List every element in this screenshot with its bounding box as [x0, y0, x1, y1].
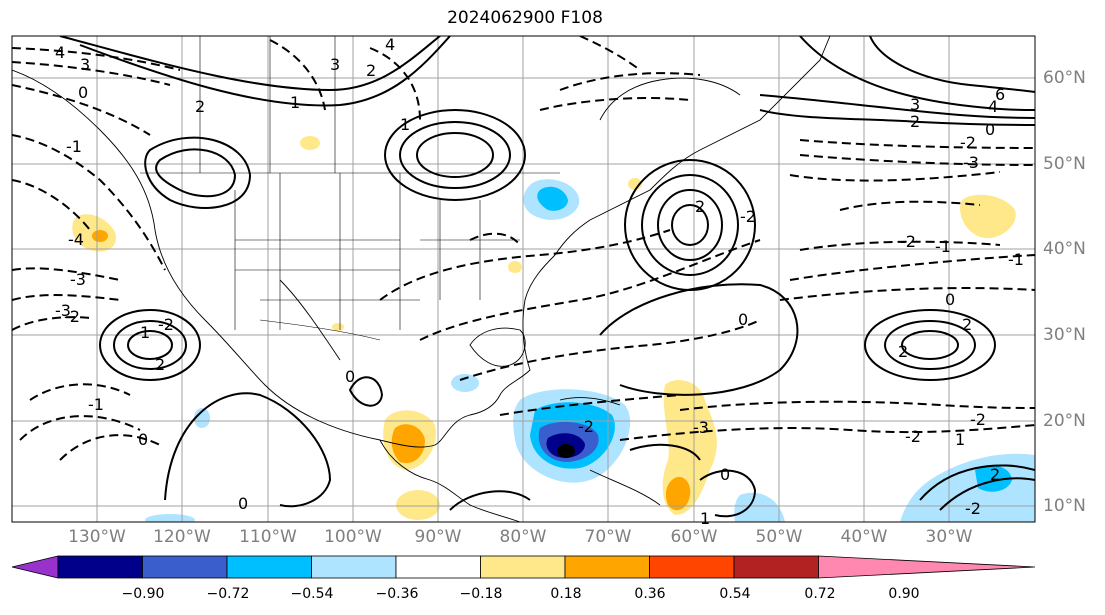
colorbar-tick-label: 0.36: [634, 586, 666, 602]
contour-label: 4: [988, 97, 998, 116]
contour-label: -2: [965, 499, 981, 518]
contour-label: 2: [910, 112, 920, 131]
contour-label: 0: [945, 290, 955, 309]
contour-label: -2: [960, 133, 976, 152]
contour-label: 3: [910, 95, 920, 114]
lon-label: 100°W: [324, 527, 382, 547]
contour-label: 2: [195, 97, 205, 116]
contour-label: 0: [720, 465, 730, 484]
lon-label: 120°W: [153, 527, 211, 547]
lon-label: 60°W: [670, 527, 718, 547]
contour-label: -2: [905, 427, 921, 446]
colorbar-tick-label: −0.36: [375, 586, 419, 602]
political-borders: [140, 36, 560, 341]
lon-label: 70°W: [584, 527, 632, 547]
contour-label: 6: [995, 85, 1005, 104]
contour-label: -3: [693, 418, 709, 437]
contour-label: -2: [158, 315, 174, 334]
colorbar-tick-label: −0.18: [459, 586, 503, 602]
coastlines: [12, 36, 831, 522]
contour-label: -2: [740, 207, 756, 226]
contour-label: 1: [700, 509, 710, 528]
contour-label: 0: [345, 367, 355, 386]
contour-label: 2: [962, 315, 972, 334]
contour-label: -2: [64, 307, 80, 326]
contour-label: -1: [935, 237, 951, 256]
contour-label: 4: [55, 43, 65, 62]
contour-label: 0: [78, 83, 88, 102]
lat-label: 50°N: [1043, 154, 1086, 174]
contour-label: -2: [578, 417, 594, 436]
lon-label: 80°W: [499, 527, 547, 547]
colorbar-tick-label: 0.54: [719, 586, 751, 602]
colorbar-tick-label: −0.54: [290, 586, 334, 602]
contour-label: 4: [385, 35, 395, 54]
contour-label: -4: [68, 230, 84, 249]
contour-label: -1: [66, 137, 82, 156]
contour-label: 1: [955, 430, 965, 449]
map-title: 2024062900 F108: [447, 8, 603, 28]
contour-label: 1: [290, 93, 300, 112]
contour-label: -1: [1008, 250, 1024, 269]
lon-label: 50°W: [755, 527, 803, 547]
contour-label: -3: [963, 153, 979, 172]
lat-label: 30°N: [1043, 325, 1086, 345]
contour-labels: 4 3 2 1 0 -1 -2 -3 4 3 2 1 6 4 3 2 0 -2 …: [55, 35, 1024, 528]
contour-label: 2: [898, 342, 908, 361]
contour-label: 0: [138, 430, 148, 449]
contour-label: 0: [985, 120, 995, 139]
lon-label: 110°W: [239, 527, 297, 547]
contour-label: 3: [80, 55, 90, 74]
anomaly-shading: [72, 136, 1035, 522]
contour-label: 0: [238, 494, 248, 513]
contours-positive: [59, 36, 1035, 518]
lon-label: 130°W: [68, 527, 126, 547]
colorbar-tick-label: 0.72: [804, 586, 836, 602]
lat-label: 20°N: [1043, 411, 1086, 431]
contours-negative: [12, 36, 1035, 461]
colorbar-tick-label: 0.18: [550, 586, 582, 602]
contour-label: -3: [55, 301, 71, 320]
contour-label: 2: [990, 465, 1000, 484]
colorbar-tick-label: −0.90: [121, 586, 165, 602]
lon-label: 90°W: [414, 527, 462, 547]
contour-label: -1: [88, 395, 104, 414]
contour-label: 1: [140, 323, 150, 342]
lon-label: 40°W: [840, 527, 888, 547]
lat-label: 10°N: [1043, 496, 1086, 516]
contour-label: 1: [400, 115, 410, 134]
contour-label: -2: [900, 232, 916, 251]
colorbar-tick-label: 0.90: [888, 586, 920, 602]
contour-label: 2: [155, 355, 165, 374]
contour-label: 3: [330, 55, 340, 74]
contour-label: -2: [970, 410, 986, 429]
contour-label: 2: [366, 61, 376, 80]
colorbar-tick-label: −0.72: [206, 586, 250, 602]
contour-label: 2: [695, 197, 705, 216]
lon-label: 30°W: [925, 527, 973, 547]
contour-label: 0: [738, 310, 748, 329]
lat-label: 40°N: [1043, 239, 1086, 259]
contour-label: -3: [70, 270, 86, 289]
lat-label: 60°N: [1043, 68, 1086, 88]
